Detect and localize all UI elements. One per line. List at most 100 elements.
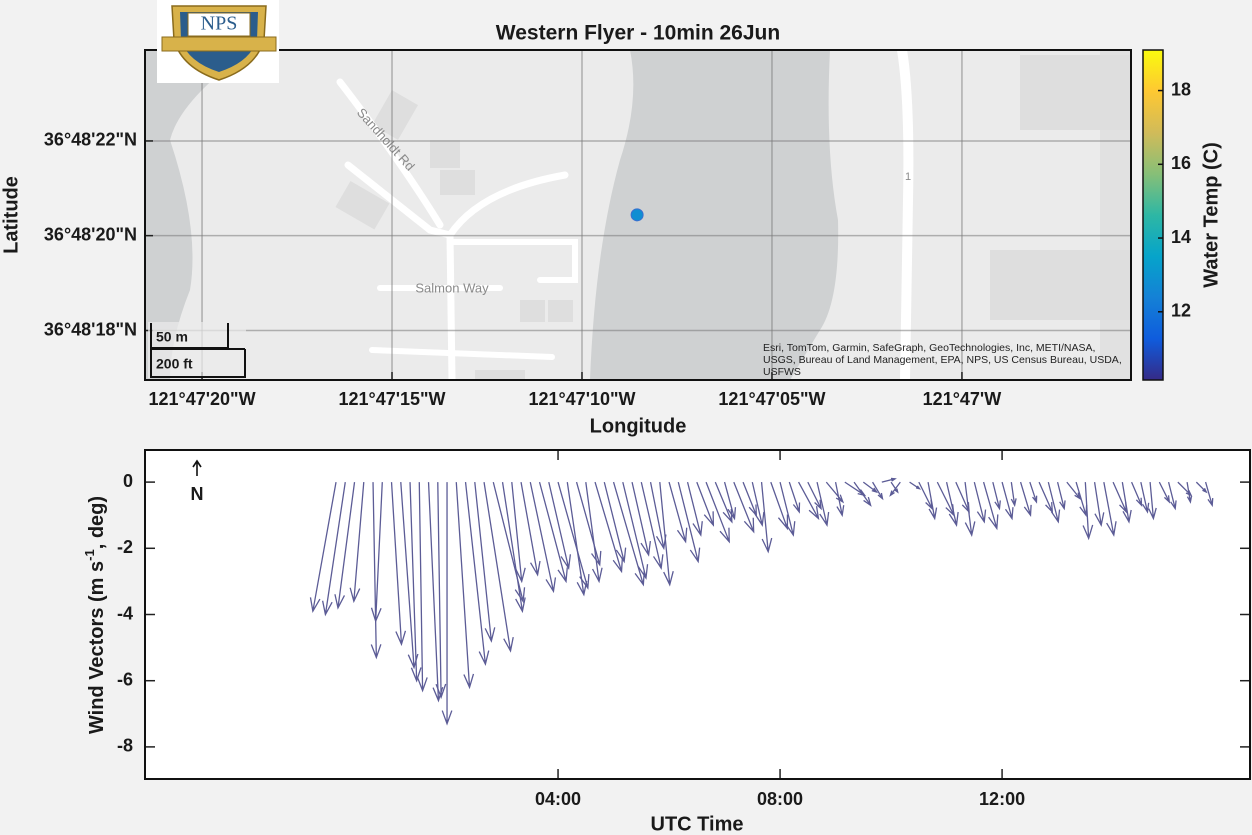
y-tick-label: -2 [117,537,133,557]
data-point [630,208,644,222]
map-label: Salmon Way [415,280,489,295]
wind-vector [686,481,703,537]
logo-text: NPS [201,13,238,35]
wind-vector [370,482,383,624]
scale-bar-label: 200 ft [156,356,193,372]
wind-vector [779,481,796,537]
x-axis-label: Longitude [590,415,687,437]
wind-vector [760,482,773,554]
x-tick-label: 12:00 [979,789,1025,809]
wind-vector [409,482,422,683]
wind-vector [889,481,901,497]
wind-vector [349,482,365,604]
colorbar-tick-label: 12 [1171,301,1191,321]
axes-box [144,49,1132,381]
wind-vector [1019,481,1032,518]
wind-vector [1082,482,1094,541]
x-tick-label: 08:00 [757,789,803,809]
colorbar-label: Water Temp (C) [1200,142,1222,288]
wind-vector [390,482,407,647]
wind-vector [1195,481,1208,494]
y-tick-label: 36°48'20"N [44,224,137,244]
wind-vector [483,482,514,653]
wind-vector [862,481,879,494]
colorbar [1142,49,1164,381]
wind-vector [441,482,453,726]
wind-vector [1158,481,1171,504]
wind-vector [575,481,602,567]
scale-bar-label: 50 m [156,329,188,345]
wind-vector [1066,481,1082,501]
wind-vector [631,481,652,557]
wind-vector [881,477,897,483]
wind-vector [309,481,337,614]
wind-vector [668,481,688,544]
wind-vector [1186,481,1193,504]
wind-vector [585,482,603,584]
wind-vector [1167,481,1177,511]
x-tick-label: 121°47'05"W [718,389,825,409]
wind-vector [696,481,715,527]
y-axis-label-part: -1 [82,549,97,561]
wind-vector [807,481,822,511]
wind-vector [816,481,830,527]
wind-vector [705,481,730,544]
x-tick-label: 121°47'10"W [528,389,635,409]
wind-vector [890,481,899,494]
wind-vector [640,481,664,571]
wind-vector [538,481,568,584]
wind-vector [973,481,987,524]
y-axis-label-part: Wind Vectors (m s [86,561,108,734]
wind-vector [464,482,490,667]
wind-vector [1056,481,1066,511]
wind-vector [1148,482,1157,521]
wind-vector [945,481,959,527]
wind-vector [511,482,526,584]
wind-vector [1103,481,1117,537]
wind-vector [964,482,976,537]
wind-vector [1093,482,1105,528]
x-axis-label: UTC Time [651,813,744,835]
wind-vector [1130,481,1143,508]
wind-vector [770,481,789,531]
wind-vector [416,482,428,693]
wind-vector [548,481,572,571]
basemap [145,50,1131,380]
wind-vector [594,481,624,574]
wind-vector [853,481,872,507]
wind-vector [622,481,649,580]
wind-vector [788,481,801,514]
y-tick-label: 0 [123,471,133,491]
wind-vector [797,481,820,521]
y-tick-label: 36°48'18"N [44,319,137,339]
y-axis-label: Wind Vectors (m s-1, deg) [82,496,108,734]
attribution: Esri, TomTom, Garmin, SafeGraph, GeoTech… [763,342,1095,354]
wind-vector [751,481,765,527]
wind-vector [1121,481,1132,524]
wind-vector [927,481,938,521]
wind-vector [501,482,526,614]
wind-vector [982,481,999,531]
wind-vector [872,481,884,501]
y-axis-label: Latitude [0,176,22,254]
wind-vector [834,481,845,518]
wind-vector [992,481,1001,511]
wind-vector [659,482,674,587]
wind-vector [733,481,755,534]
wind-vector [520,481,541,577]
chart-title: Western Flyer - 10min 26Jun [496,22,780,45]
wind-vector [1140,481,1150,514]
wind-vector [677,481,701,564]
wind-vector [334,482,356,610]
wind-vector [566,482,588,597]
x-tick-label: 04:00 [535,789,581,809]
wind-vector [435,482,447,700]
wind-vector [370,482,382,660]
x-tick-label: 121°47'15"W [338,389,445,409]
scale-bar: 50 m 200 ft [148,322,246,378]
north-label: N [191,484,204,504]
colorbar-tick-label: 18 [1171,79,1191,99]
y-axis-label-part: , deg) [86,496,108,549]
wind-vector [321,482,346,617]
colorbar-tick-label: 14 [1171,227,1191,247]
